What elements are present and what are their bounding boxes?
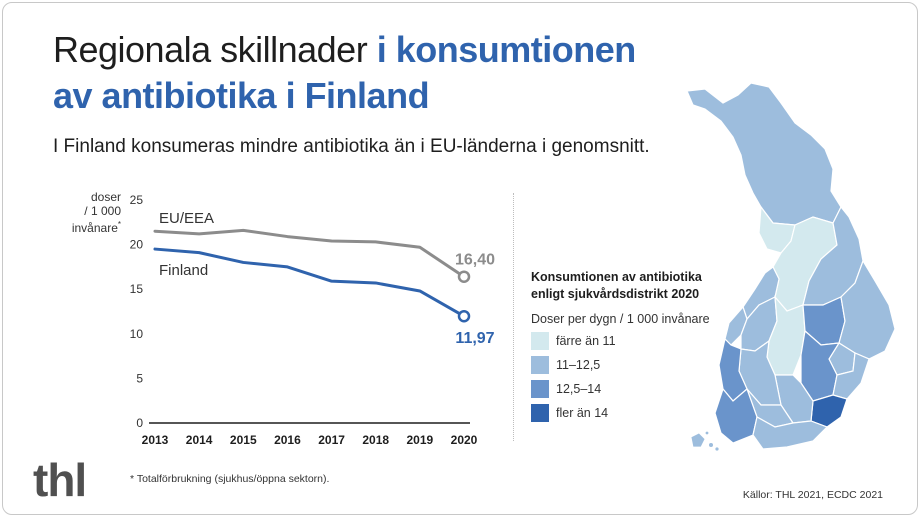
divider — [513, 193, 514, 441]
x-tick-label: 2015 — [230, 433, 257, 447]
series-name-label: EU/EEA — [159, 210, 214, 227]
title-part-2: i konsumtionen — [376, 29, 637, 70]
legend-item: 12,5–14 — [531, 380, 710, 398]
title-part-3: av antibiotika i Finland — [53, 75, 430, 116]
y-tick-label: 0 — [136, 416, 143, 430]
line-chart: 0 5 10 15 20 25 2013 2014 2015 2016 2017 2018 2019 20… — [130, 193, 495, 447]
y-axis-label-line-1: doser — [90, 190, 121, 204]
legend-title-line-2: enligt sjukvårdsdistrikt 2020 — [531, 287, 700, 301]
footnote: * Totalförbrukning (sjukhus/öppna sektor… — [130, 473, 330, 485]
series-name-label: Finland — [159, 262, 208, 279]
legend-swatch — [531, 356, 549, 374]
legend-item: 11–12,5 — [531, 356, 710, 374]
legend-swatch — [531, 380, 549, 398]
series-end-point — [457, 270, 471, 283]
pohjois-karjala-region — [838, 259, 896, 360]
x-tick-label: 2019 — [407, 433, 434, 447]
series-end-value-label: 11,97 — [455, 330, 494, 347]
series-line-finland — [153, 247, 466, 318]
y-axis-label-line-3: invånare — [71, 221, 118, 235]
legend-label: 11–12,5 — [556, 358, 601, 372]
legend-label: 12,5–14 — [556, 382, 602, 396]
legend-label: färre än 11 — [556, 334, 616, 348]
legend-item: färre än 11 — [531, 332, 710, 350]
x-tick-label: 2020 — [451, 433, 478, 447]
lapland-region — [686, 83, 842, 226]
subtitle: I Finland konsumeras mindre antibiotika … — [53, 136, 650, 157]
title-part-1: Regionala skillnader — [53, 29, 377, 70]
series-end-value-label: 16,40 — [455, 252, 495, 269]
series-end-point — [457, 309, 471, 323]
archipelago-island — [709, 443, 713, 447]
y-axis-label: doser/ 1 000 invånare* — [43, 190, 121, 235]
y-axis-label-mark: * — [117, 220, 121, 229]
page-title: Regionala skillnader i konsumtionen av an… — [53, 27, 753, 119]
x-tick-label: 2013 — [142, 433, 169, 447]
legend-title: Konsumtionen av antibiotika enligt sjukvå… — [531, 269, 710, 303]
uusimaa-region — [752, 416, 829, 450]
legend-unit: Doser per dygn / 1 000 invånare — [531, 312, 710, 326]
archipelago-island — [715, 447, 719, 451]
legend-swatch — [531, 332, 549, 350]
legend-item: fler än 14 — [531, 404, 710, 422]
kymenlaakso-region — [810, 394, 848, 428]
finland-map — [686, 83, 896, 451]
x-tick-label: 2014 — [186, 433, 213, 447]
legend-swatch — [531, 404, 549, 422]
aland-region — [690, 432, 706, 448]
y-axis-label-line-2: / 1 000 — [84, 204, 121, 218]
y-tick-label: 20 — [130, 238, 144, 252]
y-tick-label: 15 — [130, 282, 144, 296]
legend-label: fler än 14 — [556, 406, 609, 420]
map-legend: Konsumtionen av antibiotika enligt sjukvå… — [531, 269, 710, 422]
x-tick-label: 2018 — [362, 433, 389, 447]
source-note: Källor: THL 2021, ECDC 2021 — [742, 489, 883, 501]
series-line-eu-eea — [153, 228, 466, 279]
x-tick-label: 2016 — [274, 433, 301, 447]
archipelago-island — [705, 431, 709, 435]
y-tick-label: 25 — [130, 193, 144, 207]
y-tick-label: 10 — [130, 327, 144, 341]
x-tick-label: 2017 — [318, 433, 345, 447]
y-tick-label: 5 — [136, 371, 143, 385]
thl-logo: thl — [33, 454, 87, 506]
legend-title-line-1: Konsumtionen av antibiotika — [531, 270, 702, 284]
